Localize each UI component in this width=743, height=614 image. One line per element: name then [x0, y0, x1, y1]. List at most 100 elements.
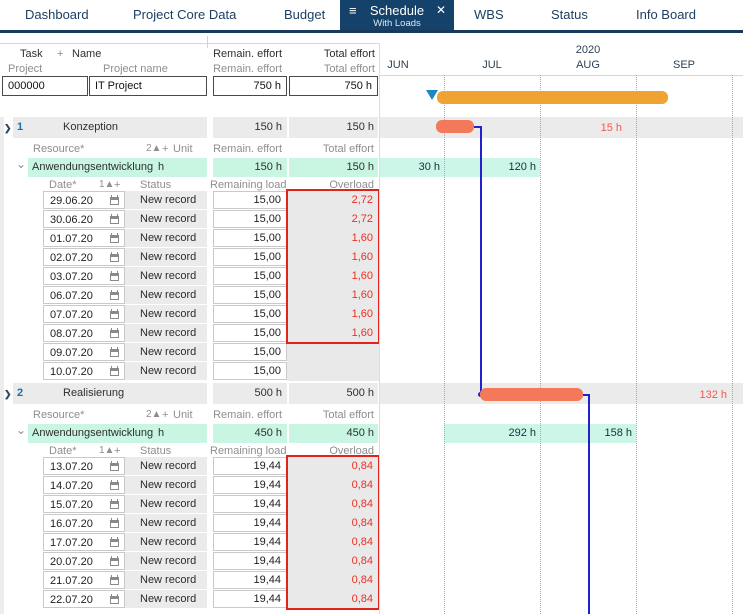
add-date-icon[interactable]: + — [114, 179, 121, 191]
calendar-icon[interactable] — [110, 518, 119, 528]
calendar-icon[interactable] — [110, 233, 119, 243]
expand-task-icon[interactable]: ❯ — [4, 123, 12, 133]
add-resource-icon[interactable]: + — [162, 409, 169, 421]
date-cell[interactable]: 07.07.20 — [43, 305, 125, 323]
col-header-name[interactable]: Name — [72, 48, 102, 60]
date-cell[interactable]: 21.07.20 — [43, 571, 125, 589]
date-value[interactable]: 30.06.20 — [50, 214, 93, 226]
date-cell[interactable]: 02.07.20 — [43, 248, 125, 266]
date-value[interactable]: 09.07.20 — [50, 347, 93, 359]
tab-budget[interactable]: Budget — [284, 7, 326, 22]
calendar-icon[interactable] — [110, 556, 119, 566]
task-name[interactable]: Konzeption — [63, 121, 119, 133]
calendar-icon[interactable] — [110, 480, 119, 490]
resource-name[interactable]: Anwendungsentwicklung — [32, 427, 154, 439]
date-value[interactable]: 06.07.20 — [50, 290, 93, 302]
close-icon[interactable]: ✕ — [435, 3, 446, 17]
calendar-icon[interactable] — [110, 537, 119, 547]
calendar-icon[interactable] — [110, 214, 119, 224]
date-value[interactable]: 08.07.20 — [50, 328, 93, 340]
date-cell[interactable]: 06.07.20 — [43, 286, 125, 304]
calendar-icon[interactable] — [110, 271, 119, 281]
date-cell[interactable]: 20.07.20 — [43, 552, 125, 570]
date-cell[interactable]: 30.06.20 — [43, 210, 125, 228]
task-name[interactable]: Realisierung — [63, 387, 125, 399]
remaining-load-cell[interactable]: 19,44 — [213, 552, 287, 570]
calendar-icon[interactable] — [110, 594, 119, 604]
calendar-icon[interactable] — [110, 290, 119, 300]
date-cell[interactable]: 17.07.20 — [43, 533, 125, 551]
date-cell[interactable]: 10.07.20 — [43, 362, 125, 380]
date-sort-icon[interactable]: 1▲ — [99, 445, 115, 456]
date-cell[interactable]: 14.07.20 — [43, 476, 125, 494]
calendar-icon[interactable] — [110, 309, 119, 319]
calendar-icon[interactable] — [110, 461, 119, 471]
tab-dashboard[interactable]: Dashboard — [25, 7, 89, 22]
project-total-field[interactable] — [289, 76, 378, 96]
tab-schedule[interactable]: ≡ Schedule With Loads ✕ — [340, 0, 454, 33]
date-value[interactable]: 16.07.20 — [50, 518, 93, 530]
date-cell[interactable]: 15.07.20 — [43, 495, 125, 513]
project-name-field[interactable] — [89, 76, 207, 96]
pane-divider[interactable] — [379, 43, 380, 614]
realisierung-task-bar[interactable] — [480, 388, 583, 401]
project-remain-field[interactable] — [213, 76, 287, 96]
date-value[interactable]: 22.07.20 — [50, 594, 93, 606]
project-start-marker[interactable] — [426, 90, 438, 100]
add-resource-icon[interactable]: + — [162, 143, 169, 155]
tab-status[interactable]: Status — [551, 7, 588, 22]
remaining-load-cell[interactable]: 19,44 — [213, 571, 287, 589]
date-sort-icon[interactable]: 1▲ — [99, 179, 115, 190]
expand-task-icon[interactable]: ❯ — [4, 389, 12, 399]
date-cell[interactable]: 16.07.20 — [43, 514, 125, 532]
col-header-remain[interactable]: Remain. effort — [213, 48, 282, 60]
remaining-load-cell[interactable]: 15,00 — [213, 229, 287, 247]
project-id-field[interactable] — [2, 76, 88, 96]
calendar-icon[interactable] — [110, 347, 119, 357]
remaining-load-cell[interactable]: 19,44 — [213, 457, 287, 475]
remaining-load-cell[interactable]: 15,00 — [213, 305, 287, 323]
date-cell[interactable]: 13.07.20 — [43, 457, 125, 475]
date-value[interactable]: 21.07.20 — [50, 575, 93, 587]
tab-info-board[interactable]: Info Board — [636, 7, 696, 22]
calendar-icon[interactable] — [110, 195, 119, 205]
calendar-icon[interactable] — [110, 575, 119, 585]
date-value[interactable]: 20.07.20 — [50, 556, 93, 568]
remaining-load-cell[interactable]: 15,00 — [213, 191, 287, 209]
project-summary-bar[interactable] — [437, 91, 668, 104]
date-value[interactable]: 14.07.20 — [50, 480, 93, 492]
col-header-total[interactable]: Total effort — [323, 48, 375, 60]
collapse-resource-icon[interactable]: ⌄ — [16, 157, 27, 171]
add-column-icon[interactable]: + — [57, 48, 64, 60]
remaining-load-cell[interactable]: 15,00 — [213, 286, 287, 304]
remaining-load-cell[interactable]: 19,44 — [213, 514, 287, 532]
calendar-icon[interactable] — [110, 366, 119, 376]
date-value[interactable]: 15.07.20 — [50, 499, 93, 511]
tab-project-core-data[interactable]: Project Core Data — [133, 7, 237, 22]
sort-order-icon[interactable]: 2▲ — [146, 143, 162, 154]
date-cell[interactable]: 22.07.20 — [43, 590, 125, 608]
calendar-icon[interactable] — [110, 499, 119, 509]
col-header-task[interactable]: Task — [20, 48, 43, 60]
sort-order-icon[interactable]: 2▲ — [146, 409, 162, 420]
date-value[interactable]: 01.07.20 — [50, 233, 93, 245]
date-value[interactable]: 02.07.20 — [50, 252, 93, 264]
remaining-load-cell[interactable]: 15,00 — [213, 248, 287, 266]
remaining-load-cell[interactable]: 15,00 — [213, 324, 287, 342]
date-cell[interactable]: 29.06.20 — [43, 191, 125, 209]
remaining-load-cell[interactable]: 19,44 — [213, 495, 287, 513]
remaining-load-cell[interactable]: 19,44 — [213, 476, 287, 494]
date-cell[interactable]: 09.07.20 — [43, 343, 125, 361]
remaining-load-cell[interactable]: 19,44 — [213, 533, 287, 551]
date-value[interactable]: 03.07.20 — [50, 271, 93, 283]
calendar-icon[interactable] — [110, 252, 119, 262]
tab-wbs[interactable]: WBS — [474, 7, 504, 22]
hamburger-icon[interactable]: ≡ — [349, 3, 357, 18]
collapse-resource-icon[interactable]: ⌄ — [16, 423, 27, 437]
remaining-load-cell[interactable]: 15,00 — [213, 210, 287, 228]
date-cell[interactable]: 03.07.20 — [43, 267, 125, 285]
calendar-icon[interactable] — [110, 328, 119, 338]
remaining-load-cell[interactable]: 15,00 — [213, 343, 287, 361]
date-cell[interactable]: 08.07.20 — [43, 324, 125, 342]
date-cell[interactable]: 01.07.20 — [43, 229, 125, 247]
